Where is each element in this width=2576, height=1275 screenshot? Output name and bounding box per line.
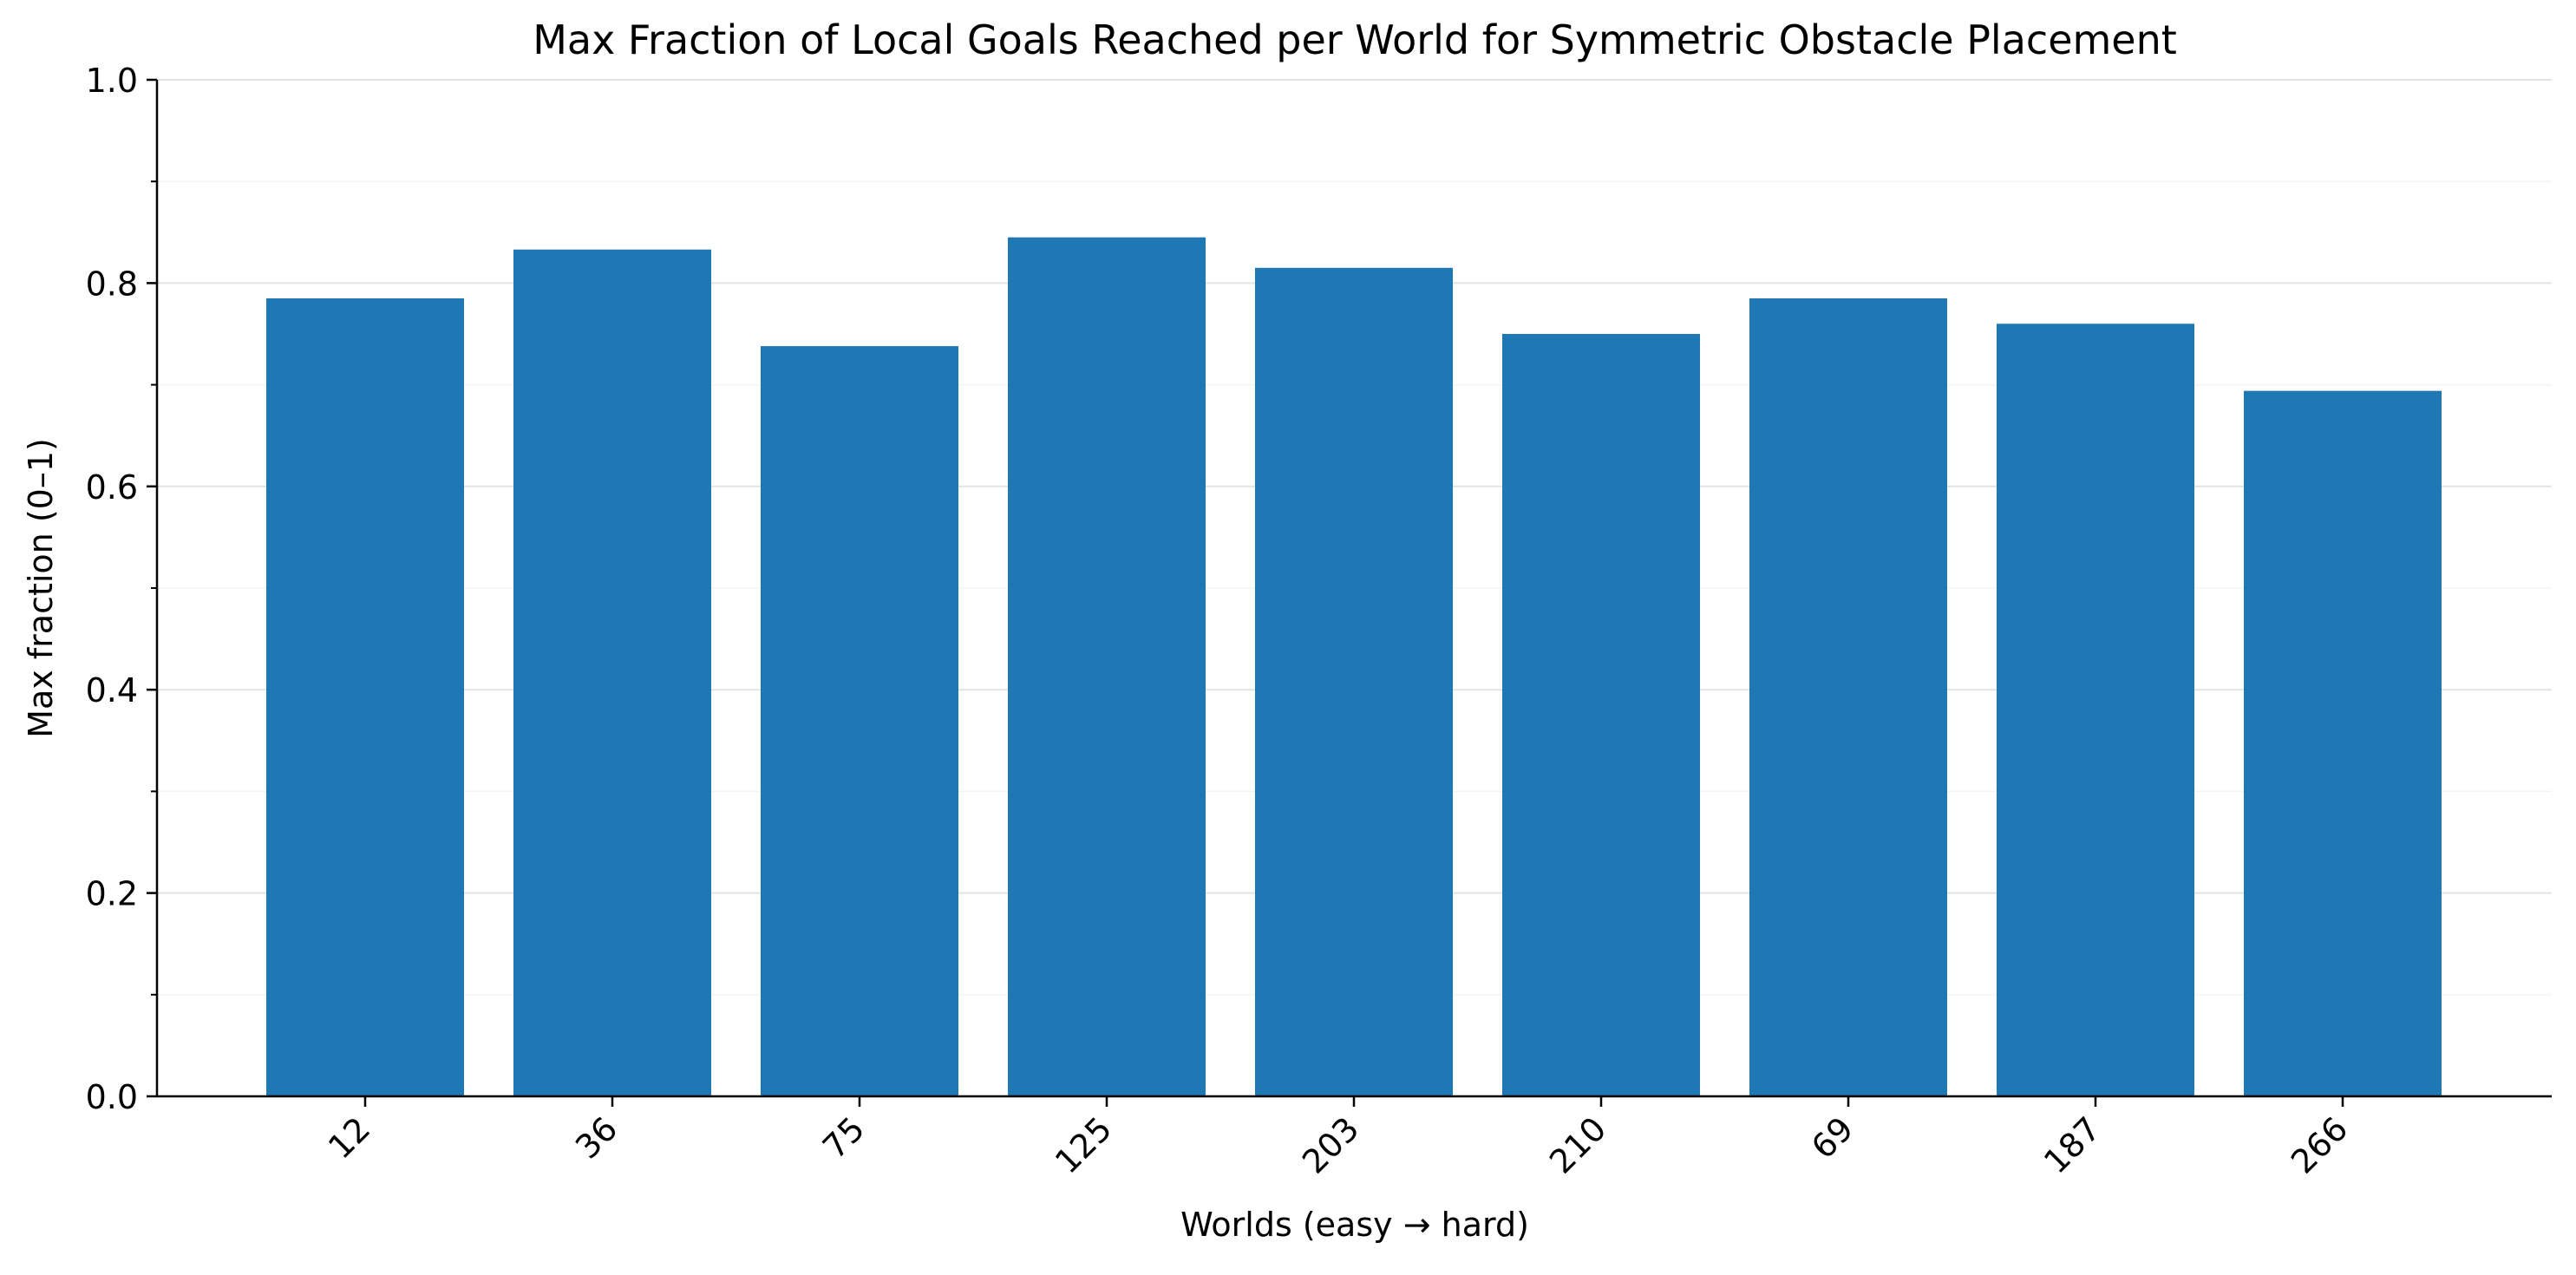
y-tick-label: 0.2 [86,875,138,913]
x-tick-label: 36 [568,1109,624,1166]
x-tick-label: 187 [2037,1109,2108,1180]
y-tick-label: 0.6 [86,468,138,507]
bar [1008,237,1206,1096]
x-ticks: 12 36 75 125 203 210 69 187 266 [321,1096,2355,1181]
x-tick-label: 266 [2284,1109,2355,1180]
y-tick-label: 0.4 [86,671,138,709]
x-tick-label: 69 [1804,1109,1860,1166]
y-tick-label: 0.8 [86,265,138,303]
x-tick-label: 12 [321,1109,377,1166]
bar [1997,324,2194,1096]
bar [266,298,464,1097]
x-axis-label: Worlds (easy → hard) [1180,1206,1529,1244]
bar [2244,390,2442,1097]
bar [1502,334,1700,1096]
y-tick-label: 0.0 [86,1078,138,1116]
bar [1749,298,1947,1097]
y-tick-label: 1.0 [86,62,138,100]
y-axis-label: Max fraction (0–1) [22,438,60,738]
x-tick-label: 125 [1048,1109,1119,1180]
x-tick-label: 203 [1295,1109,1366,1180]
chart-title: Max Fraction of Local Goals Reached per … [533,16,2177,63]
bar [1255,267,1453,1096]
bars [266,237,2442,1097]
y-ticks: 0.0 0.2 0.4 0.6 0.8 1.0 [86,62,157,1116]
x-tick-label: 210 [1542,1109,1613,1180]
x-tick-label: 75 [815,1109,872,1166]
bar [761,346,958,1097]
bar [513,249,711,1096]
